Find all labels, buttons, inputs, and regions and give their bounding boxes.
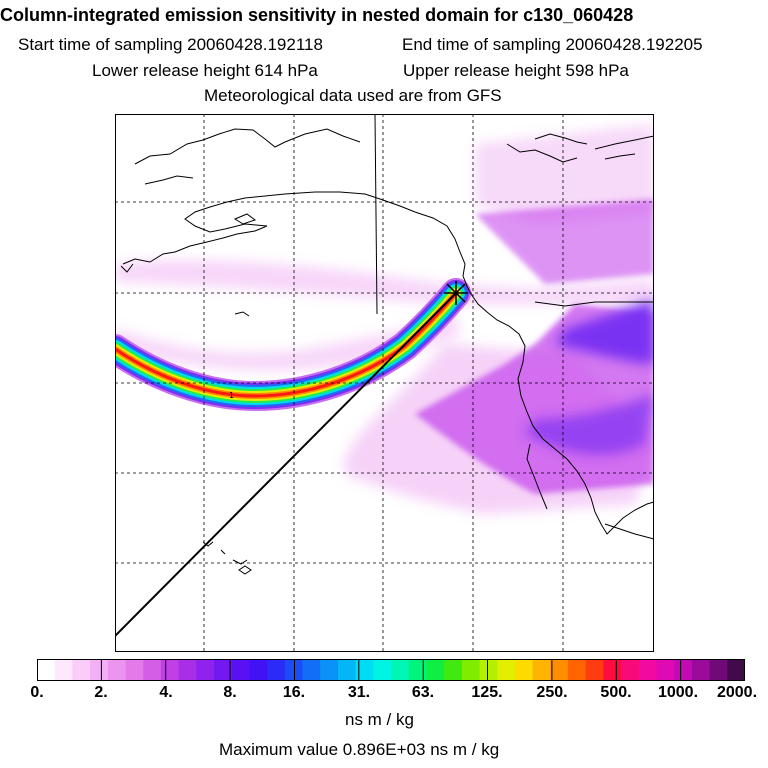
colorbar: [37, 659, 745, 681]
colorbar-cell: [160, 659, 180, 681]
colorbar-tick: 250.: [536, 684, 568, 701]
colorbar-cell: [691, 659, 711, 681]
colorbar-cell: [638, 659, 658, 681]
colorbar-cell: [214, 659, 233, 681]
sensitivity-field: 1: [115, 114, 654, 652]
colorbar-cell: [621, 659, 640, 681]
plot-title: Column-integrated emission sensitivity i…: [0, 5, 634, 25]
colorbar-cell: [514, 659, 534, 681]
colorbar-cell: [284, 659, 304, 681]
colorbar-cell: [249, 659, 268, 681]
colorbar-tick: 31.: [347, 684, 371, 701]
maximum-value-label: Maximum value 0.896E+03 ns m / kg: [219, 740, 500, 759]
colorbar-cell: [497, 659, 516, 681]
colorbar-cell: [444, 659, 463, 681]
colorbar-cell: [196, 659, 215, 681]
release-point-marker: [444, 281, 468, 305]
colorbar-cell: [178, 659, 197, 681]
colorbar-cells: [37, 659, 745, 681]
colorbar-cell: [709, 659, 728, 681]
sensitivity-map: 1: [115, 114, 654, 652]
colorbar-tick: 63.: [411, 684, 435, 701]
colorbar-cell: [532, 659, 551, 681]
colorbar-cell: [479, 659, 498, 681]
colorbar-cell: [585, 659, 604, 681]
colorbar-cell: [72, 659, 91, 681]
colorbar-frame: [37, 659, 745, 681]
colorbar-cell: [656, 659, 675, 681]
lower-release-height-label: Lower release height 614 hPa: [92, 61, 318, 80]
colorbar-tick: 8.: [223, 684, 237, 701]
colorbar-tick: 0.: [30, 684, 44, 701]
colorbar-tick: 1000.: [657, 684, 699, 701]
colorbar-tick: 2000.: [716, 684, 758, 701]
plume-band: [115, 291, 458, 398]
colorbar-cell: [54, 659, 73, 681]
upper-release-height-label: Upper release height 598 hPa: [403, 61, 629, 80]
colorbar-cell: [143, 659, 162, 681]
colorbar-tick: 4.: [159, 684, 173, 701]
colorbar-units: ns m / kg: [345, 710, 414, 729]
coastlines: [120, 114, 654, 575]
trajectory-plume: [115, 278, 471, 412]
colorbar-cell: [550, 659, 569, 681]
colorbar-cell: [373, 659, 392, 681]
trajectory-line: [115, 292, 457, 637]
end-time-label: End time of sampling 20060428.192205: [402, 35, 703, 54]
colorbar-cell: [391, 659, 410, 681]
colorbar-tick: 500.: [600, 684, 632, 701]
colorbar-tick: 16.: [282, 684, 306, 701]
colorbar-cell: [125, 659, 144, 681]
trajectory-label: 1: [229, 391, 234, 400]
map-frame: [115, 114, 654, 652]
colorbar-cell: [320, 659, 339, 681]
colorbar-cell: [568, 659, 587, 681]
colorbar-cell: [107, 659, 127, 681]
colorbar-cell: [461, 659, 481, 681]
colorbar-tick: 2.: [94, 684, 108, 701]
high-sensitivity-region: [525, 299, 654, 455]
colorbar-cell: [727, 659, 745, 681]
colorbar-cell: [355, 659, 374, 681]
colorbar-cell: [408, 659, 427, 681]
colorbar-cell: [90, 659, 109, 681]
met-data-label: Meteorological data used are from GFS: [204, 86, 502, 105]
colorbar-cell: [674, 659, 693, 681]
colorbar-cell: [231, 659, 250, 681]
colorbar-cell: [603, 659, 622, 681]
colorbar-tick: 125.: [471, 684, 503, 701]
colorbar-cell: [337, 659, 357, 681]
colorbar-cell: [37, 659, 56, 681]
colorbar-cell: [302, 659, 321, 681]
colorbar-cell: [267, 659, 286, 681]
start-time-label: Start time of sampling 20060428.192118: [18, 35, 323, 54]
colorbar-cell: [426, 659, 445, 681]
